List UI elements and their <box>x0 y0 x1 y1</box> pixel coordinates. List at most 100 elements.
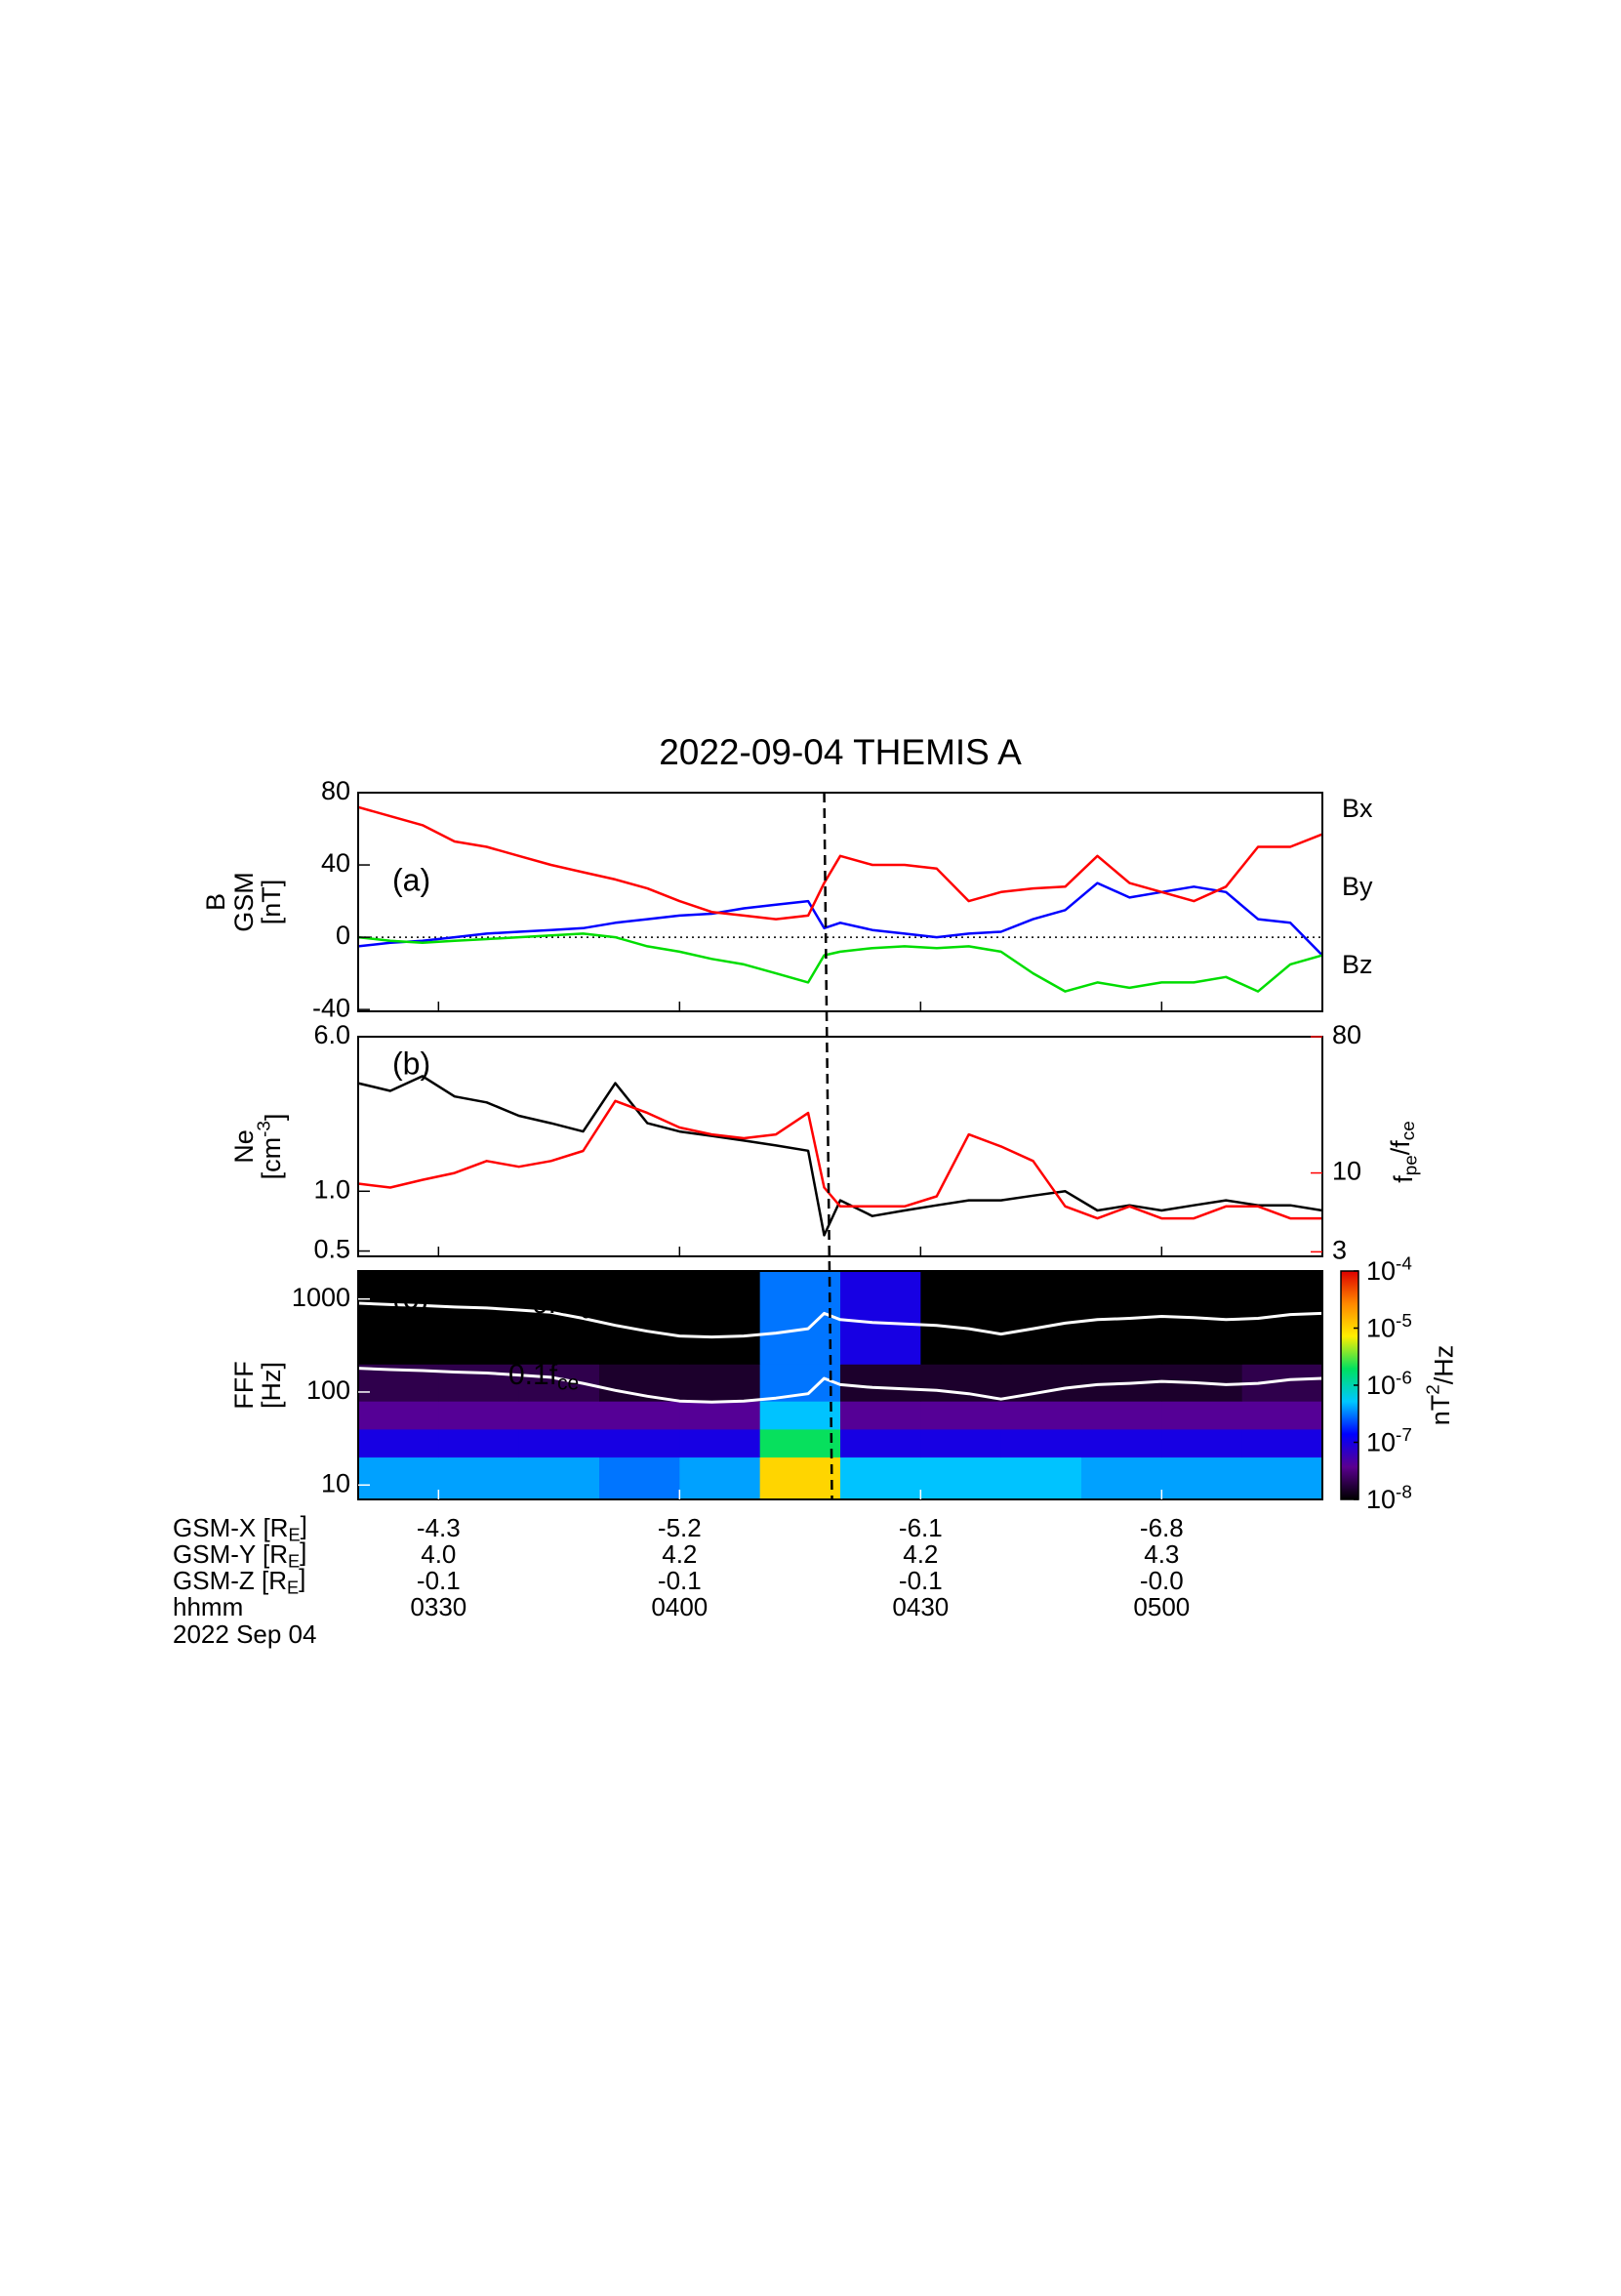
spectrogram-cell <box>1161 1428 1243 1458</box>
y-tick-label: 1000 <box>292 1283 350 1312</box>
series-line <box>357 1099 1322 1220</box>
panel-label: (a) <box>392 862 430 897</box>
curve-label: 0.1fce <box>508 1359 579 1394</box>
spectrogram-cell <box>679 1401 761 1430</box>
spectrogram-cell <box>1000 1364 1082 1402</box>
y-tick-label: 1.0 <box>313 1174 350 1204</box>
ephemeris-value: -0.1 <box>417 1566 461 1595</box>
date-label: 2022 Sep 04 <box>173 1620 316 1649</box>
ephemeris-label: GSM-Z [RE] <box>173 1563 305 1597</box>
curve-label-part: 0.1f <box>508 1359 558 1391</box>
ephemeris-value: -5.2 <box>658 1513 702 1542</box>
panel-frame <box>357 792 1323 1012</box>
ephemeris-value: -6.8 <box>1140 1513 1184 1542</box>
spectrogram-cell <box>920 1364 1002 1402</box>
series-line <box>357 1075 1323 1237</box>
event-line <box>823 792 833 1500</box>
spectrogram-cell <box>1081 1428 1162 1458</box>
spectrogram-cell <box>1241 1456 1323 1500</box>
ephemeris-label-part: ] <box>301 1510 307 1539</box>
spectrogram-cell <box>438 1364 520 1402</box>
ephemeris-label: GSM-X [RE] <box>173 1510 307 1544</box>
series-line <box>357 1301 1323 1339</box>
ephemeris-label-part: hhmm <box>173 1592 243 1621</box>
spectrogram-cell <box>438 1428 520 1458</box>
spectrogram-cell <box>1000 1428 1082 1458</box>
y-axis-label-part: [Hz] <box>257 1362 286 1409</box>
ephemeris-label-part: GSM-Y [R <box>173 1539 288 1569</box>
colorbar-tick-exp: -4 <box>1396 1253 1412 1274</box>
spectrogram-cell <box>1081 1456 1162 1500</box>
ephemeris-value: 0330 <box>410 1592 466 1621</box>
y2-tick-label: 10 <box>1332 1157 1361 1186</box>
ephemeris-value: 0400 <box>651 1592 708 1621</box>
colorbar-tick-base: 10 <box>1366 1314 1396 1343</box>
colorbar-tick-base: 10 <box>1366 1371 1396 1400</box>
colorbar-tick-label: 10-4 <box>1366 1253 1412 1286</box>
ephemeris-value: -0.1 <box>899 1566 943 1595</box>
legend-entry: By <box>1342 872 1373 901</box>
y-axis-label: Ne <box>229 1129 259 1164</box>
ephemeris-value: -4.3 <box>417 1513 461 1542</box>
spectrogram-cell <box>840 1364 921 1402</box>
y-axis-label-part: -3 <box>254 1121 274 1137</box>
series-line <box>357 805 1323 921</box>
y-axis-label-part: [cm <box>257 1137 286 1180</box>
y2-tick-label: 3 <box>1332 1235 1347 1264</box>
colorbar-tick-exp: -5 <box>1396 1311 1412 1332</box>
y2-axis-label-part: f <box>1389 1175 1418 1183</box>
spectrogram-cell <box>599 1428 680 1458</box>
ephemeris-label-part: ] <box>300 1537 306 1566</box>
ephemeris-value: -6.1 <box>899 1513 943 1542</box>
spectrogram-cell <box>358 1456 439 1500</box>
ephemeris-label-part: E <box>287 1578 299 1597</box>
spectrogram-cell <box>840 1428 921 1458</box>
spectrogram-cell <box>759 1456 841 1500</box>
ephemeris-value: 4.3 <box>1144 1539 1179 1569</box>
ephemeris-value: -0.1 <box>658 1566 702 1595</box>
y-axis-label-part: [nT] <box>257 880 286 925</box>
y-tick-label: -40 <box>312 993 350 1022</box>
y-axis-label-part: ] <box>261 1114 290 1122</box>
ephemeris-label-part: GSM-X [R <box>173 1513 288 1542</box>
y-axis-label-part: Ne <box>229 1129 259 1164</box>
ephemeris-label-part: ] <box>299 1563 305 1592</box>
y-axis-label-part: GSM <box>229 872 259 932</box>
y-axis-label: FFF <box>229 1361 259 1409</box>
y-tick-label: 100 <box>306 1375 350 1405</box>
spectrogram-cell <box>358 1401 439 1430</box>
ephemeris-value: 0430 <box>892 1592 949 1621</box>
colorbar-label-part: 2 <box>1423 1384 1443 1395</box>
ephemeris-value: 4.2 <box>662 1539 697 1569</box>
chart-title: 2022-09-04 THEMIS A <box>659 732 1022 772</box>
y-axis-label-part: B <box>201 893 230 911</box>
ephemeris-label-part: E <box>288 1551 300 1571</box>
ephemeris-label-part: E <box>288 1525 300 1544</box>
y-tick-label: 80 <box>321 776 350 805</box>
spectrogram-cell <box>358 1271 439 1365</box>
ephemeris-label: hhmm <box>173 1592 243 1621</box>
colorbar-tick-base: 10 <box>1366 1485 1396 1514</box>
y-axis-label: [cm-3] <box>254 1114 289 1180</box>
y-tick-label: 6.0 <box>313 1020 350 1049</box>
spectrogram-cell <box>358 1428 439 1458</box>
spectrogram-cell <box>518 1456 600 1500</box>
colorbar-tick-base: 10 <box>1366 1428 1396 1457</box>
spectrogram-cell <box>599 1456 680 1500</box>
spectrogram-cell <box>599 1271 680 1365</box>
panel-frame <box>357 1270 1323 1500</box>
colorbar-tick-label: 10-6 <box>1366 1368 1412 1400</box>
colorbar-tick-base: 10 <box>1366 1256 1396 1286</box>
colorbar-label: nT2/Hz <box>1423 1345 1458 1426</box>
y2-axis-label-part: ce <box>1398 1121 1419 1140</box>
legend-entry: Bz <box>1342 950 1373 979</box>
spectrogram-cell <box>1241 1428 1323 1458</box>
spectrogram-cell <box>1081 1401 1162 1430</box>
spectrogram-cell <box>1000 1401 1082 1430</box>
y2-axis-label-part: /f <box>1386 1140 1415 1156</box>
colorbar-label-part: /Hz <box>1430 1345 1459 1385</box>
spectrogram-cell <box>920 1428 1002 1458</box>
ephemeris-value: 4.2 <box>903 1539 938 1569</box>
